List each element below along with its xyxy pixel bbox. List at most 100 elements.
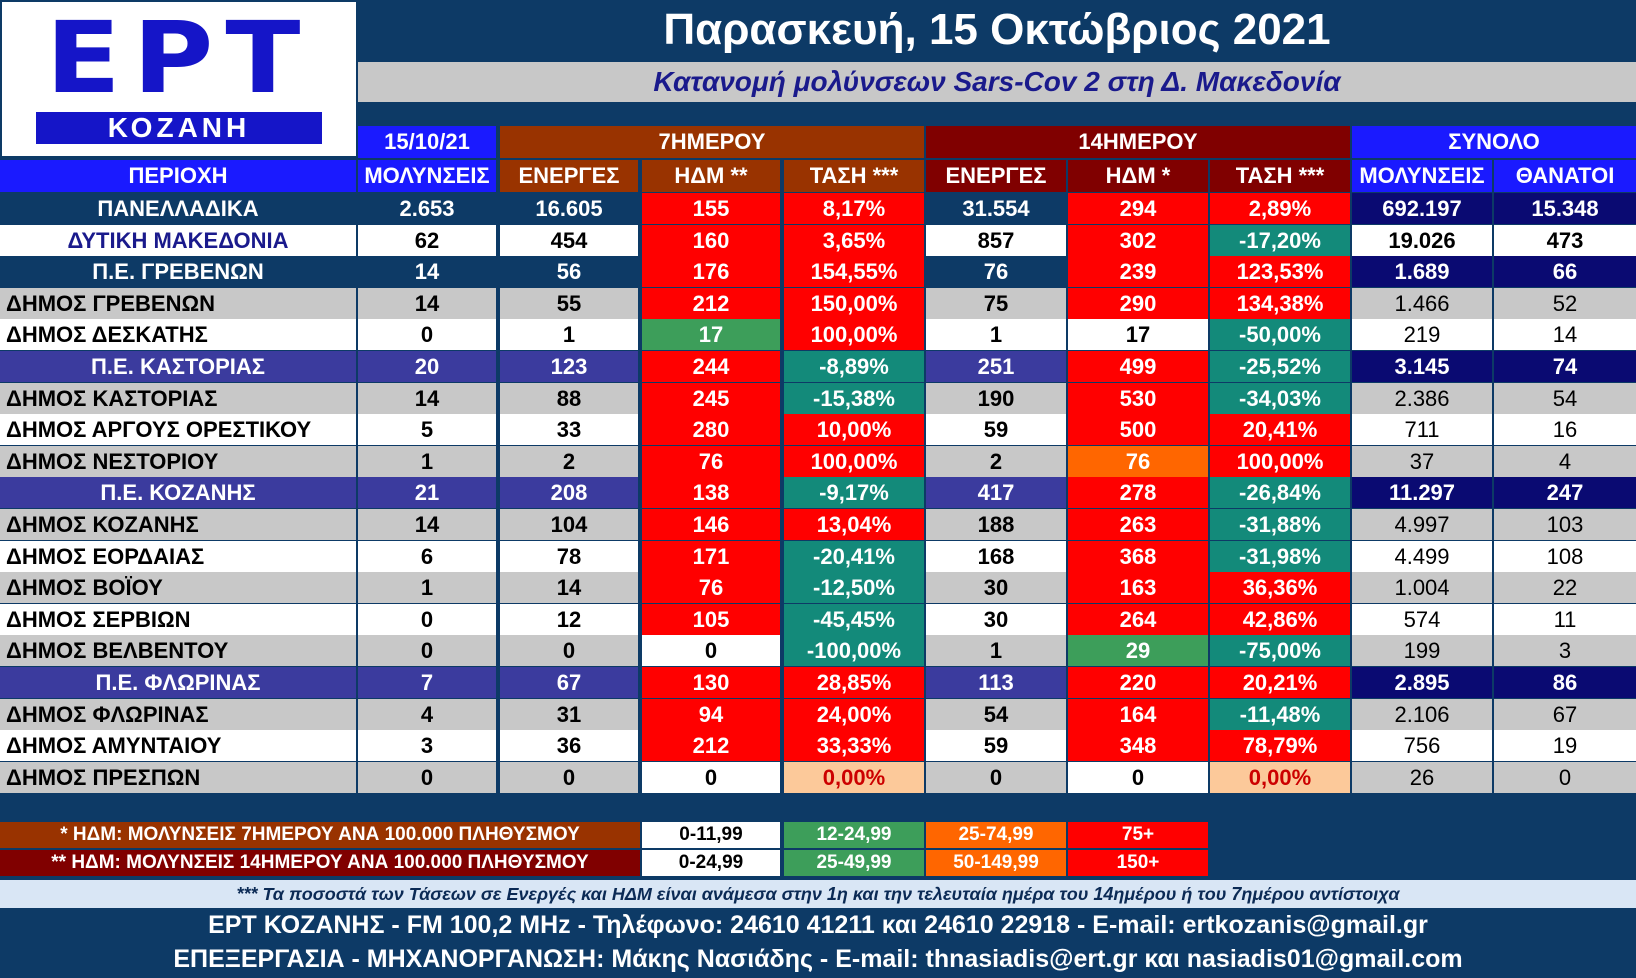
table-cell: 76 <box>642 572 780 604</box>
table-cell: -15,38% <box>784 382 924 414</box>
table-cell: 19 <box>1494 730 1636 762</box>
table-row: ΔΗΜΟΣ ΚΟΖΑΝΗΣ 14 104 146 13,04% 188 263 -31,88%… <box>0 509 1636 541</box>
table-cell: 75 <box>926 287 1066 319</box>
table-cell: 368 <box>1068 540 1208 572</box>
table-cell: 59 <box>926 730 1066 762</box>
table-row: ΔΗΜΟΣ ΒΟΪΟΥ 1 14 76 -12,50% 30 163 36,36% 1.004 2… <box>0 572 1636 604</box>
table-cell: 7 <box>358 667 496 698</box>
table-cell: 2.106 <box>1352 698 1492 730</box>
table-cell: 4.997 <box>1352 509 1492 540</box>
table-cell: 348 <box>1068 730 1208 762</box>
table-cell: 278 <box>1068 477 1208 509</box>
footer-contact: ΕΡΤ ΚΟΖΑΝΗΣ - FM 100,2 MHz - Τηλέφωνο: 2… <box>208 911 1428 939</box>
area-name: ΔΗΜΟΣ ΒΟΪΟΥ <box>0 572 356 604</box>
table-cell: 857 <box>926 224 1066 256</box>
col-header-area: ΠΕΡΙΟΧΗ <box>0 160 356 192</box>
table-cell: 130 <box>642 667 780 698</box>
page-title: Παρασκευή, 15 Οκτώβριος 2021 <box>663 5 1331 54</box>
table-cell: 3 <box>358 730 496 762</box>
table-cell: 20,41% <box>1210 414 1350 446</box>
table-cell: 74 <box>1494 351 1636 382</box>
area-name: ΔΗΜΟΣ ΚΑΣΤΟΡΙΑΣ <box>0 382 356 414</box>
table-cell: 251 <box>926 351 1066 382</box>
table-cell: 11.297 <box>1352 477 1492 509</box>
table-row: ΠΑΝΕΛΛΑΔΙΚΑ 2.653 16.605 155 8,17% 31.554 294 2… <box>0 193 1636 225</box>
table-cell: 29 <box>1068 635 1208 667</box>
table-cell: 3,65% <box>784 224 924 256</box>
table-cell: 52 <box>1494 287 1636 319</box>
area-name: ΔΗΜΟΣ ΑΜΥΝΤΑΙΟΥ <box>0 730 356 762</box>
table-cell: 33,33% <box>784 730 924 762</box>
table-cell: 15.348 <box>1494 193 1636 224</box>
table-cell: 2.653 <box>358 193 496 224</box>
table-cell: 150,00% <box>784 287 924 319</box>
table-cell: -17,20% <box>1210 224 1350 256</box>
col-header-total-infections: ΜΟΛΥΝΣΕΙΣ <box>1352 160 1492 192</box>
area-name: ΔΗΜΟΣ ΝΕΣΤΟΡΙΟΥ <box>0 445 356 477</box>
table-cell: 756 <box>1352 730 1492 762</box>
table-cell: 692.197 <box>1352 193 1492 224</box>
table-cell: 14 <box>358 287 496 319</box>
table-cell: 59 <box>926 414 1066 446</box>
table-cell: 2.895 <box>1352 667 1492 698</box>
table-cell: 0 <box>358 603 496 635</box>
table-cell: -31,88% <box>1210 509 1350 540</box>
table-cell: 294 <box>1068 193 1208 224</box>
table-cell: 239 <box>1068 256 1208 288</box>
table-cell: 302 <box>1068 224 1208 256</box>
table-cell: 36 <box>500 730 638 762</box>
table-cell: 164 <box>1068 698 1208 730</box>
area-name: ΔΗΜΟΣ ΓΡΕΒΕΝΩΝ <box>0 287 356 319</box>
table-row: ΔΗΜΟΣ ΒΕΛΒΕΝΤΟΥ 0 0 0 -100,00% 1 29 -75,00% 199 3 <box>0 635 1636 667</box>
table-cell: 1 <box>500 319 638 351</box>
area-name: Π.Ε. ΚΑΣΤΟΡΙΑΣ <box>0 351 356 382</box>
table-cell: 33 <box>500 414 638 446</box>
col-header-hdm-14: ΗΔΜ * <box>1068 160 1208 192</box>
table-cell: 155 <box>642 193 780 224</box>
legend-range-7-mid: 12-24,99 <box>784 822 924 848</box>
table-cell: 220 <box>1068 667 1208 698</box>
table-cell: -50,00% <box>1210 319 1350 351</box>
table-cell: 54 <box>926 698 1066 730</box>
table-cell: 36,36% <box>1210 572 1350 604</box>
table-row: Π.Ε. ΚΟΖΑΝΗΣ 21 208 138 -9,17% 417 278 -26,84% 1… <box>0 477 1636 509</box>
table-cell: -45,45% <box>784 603 924 635</box>
table-cell: 76 <box>926 256 1066 288</box>
col-header-trend-14: ΤΑΣΗ *** <box>1210 160 1350 192</box>
table-cell: 574 <box>1352 603 1492 635</box>
table-cell: 0,00% <box>784 761 924 793</box>
area-name: ΠΑΝΕΛΛΑΔΙΚΑ <box>0 193 356 224</box>
table-row: ΔΗΜΟΣ ΚΑΣΤΟΡΙΑΣ 14 88 245 -15,38% 190 530 -34,0… <box>0 382 1636 415</box>
table-cell: 711 <box>1352 414 1492 446</box>
table-cell: 0 <box>642 635 780 667</box>
table-cell: -12,50% <box>784 572 924 604</box>
table-cell: 100,00% <box>784 445 924 477</box>
table-cell: 1.689 <box>1352 256 1492 288</box>
table-cell: 11 <box>1494 603 1636 635</box>
table-cell: 12 <box>500 603 638 635</box>
table-cell: 13,04% <box>784 509 924 540</box>
table-cell: -9,17% <box>784 477 924 509</box>
table-cell: 160 <box>642 224 780 256</box>
table-cell: 31 <box>500 698 638 730</box>
table-cell: 31.554 <box>926 193 1066 224</box>
table-cell: -8,89% <box>784 351 924 382</box>
table-cell: -11,48% <box>1210 698 1350 730</box>
table-cell: 290 <box>1068 287 1208 319</box>
table-cell: 176 <box>642 256 780 288</box>
table-cell: 8,17% <box>784 193 924 224</box>
group-total: ΣΥΝΟΛΟ <box>1352 126 1636 158</box>
table-cell: 30 <box>926 603 1066 635</box>
table-cell: 113 <box>926 667 1066 698</box>
table-cell: 1.466 <box>1352 287 1492 319</box>
table-row: ΔΗΜΟΣ ΕΟΡΔΑΙΑΣ 6 78 171 -20,41% 168 368 -31,98%… <box>0 540 1636 573</box>
area-name: ΔΗΜΟΣ ΒΕΛΒΕΝΤΟΥ <box>0 635 356 667</box>
legend-range-14-high: 50-149,99 <box>926 850 1066 876</box>
table-cell: 123 <box>500 351 638 382</box>
col-header-deaths: ΘΑΝΑΤΟΙ <box>1494 160 1636 192</box>
area-name: ΔΗΜΟΣ ΣΕΡΒΙΩΝ <box>0 603 356 635</box>
page-subtitle: Κατανομή μολύνσεων Sars-Cov 2 στη Δ. Μακ… <box>358 62 1636 102</box>
group-date: 15/10/21 <box>358 126 496 158</box>
table-cell: 20 <box>358 351 496 382</box>
footer-credits: ΕΠΕΞΕΡΓΑΣΙΑ - ΜΗΧΑΝΟΡΓΑΝΩΣΗ: Μάκης Νασιά… <box>173 945 1463 973</box>
